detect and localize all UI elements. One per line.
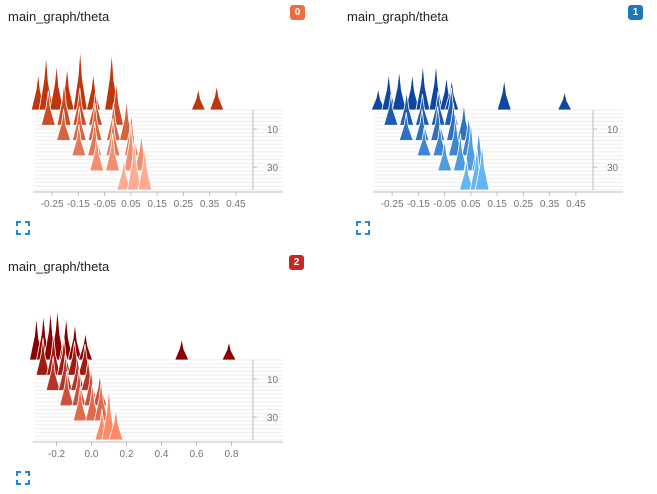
histogram-peak xyxy=(391,69,407,111)
x-tick-label: -0.05 xyxy=(93,199,116,210)
histogram-chart: -0.25 -0.15 -0.05 0.05 0.15 0.25 0.35 0.45 10 30 xyxy=(370,63,623,210)
histogram-peak xyxy=(474,143,490,191)
histogram-peak xyxy=(137,146,153,191)
run-badge: 2 xyxy=(289,255,304,270)
histogram-peak xyxy=(71,124,87,157)
histogram-card-1: main_graph/theta 1 -0.25 -0.15 -0.05 0.05 0.… xyxy=(340,0,650,245)
histogram-peak xyxy=(383,93,399,126)
x-tick-label: 0.35 xyxy=(540,199,560,210)
histogram-peak xyxy=(108,408,124,441)
histogram-peak xyxy=(71,105,87,141)
x-tick-label: 0.8 xyxy=(225,449,239,460)
histogram-peak xyxy=(437,139,453,172)
x-tick-label: -0.25 xyxy=(381,199,404,210)
fullscreen-icon[interactable] xyxy=(16,471,30,485)
step-tick-label: 30 xyxy=(607,163,619,174)
x-tick-label: 0.4 xyxy=(155,449,169,460)
histogram-peak xyxy=(72,386,88,422)
histogram-peak xyxy=(87,102,103,141)
histogram-card-0: main_graph/theta 0 -0.25 -0.15 -0.05 0.05 0.… xyxy=(0,0,310,245)
histogram-peak xyxy=(72,47,88,111)
histogram-peak xyxy=(428,63,444,111)
histogram-peak xyxy=(56,81,72,126)
histogram-peak xyxy=(496,78,512,111)
x-tick-label: -0.25 xyxy=(41,199,64,210)
card-title: main_graph/theta xyxy=(8,9,110,24)
step-tick-label: 10 xyxy=(607,125,619,136)
histogram-peak xyxy=(398,112,414,141)
histogram-peak xyxy=(174,337,190,361)
x-tick-label: 0.45 xyxy=(226,199,246,210)
histogram-peak xyxy=(399,90,415,126)
run-badge: 0 xyxy=(290,5,305,20)
card-title: main_graph/theta xyxy=(347,9,449,24)
histogram-peak xyxy=(72,87,88,126)
histogram-peak xyxy=(416,127,432,157)
histogram-peak xyxy=(221,341,237,361)
step-tick-label: 10 xyxy=(267,375,279,386)
histogram-peak xyxy=(45,355,61,391)
histogram-slice xyxy=(94,386,124,441)
fullscreen-icon[interactable] xyxy=(16,221,30,235)
histogram-peak xyxy=(59,371,75,407)
x-tick-label: 0.15 xyxy=(147,199,167,210)
histogram-slice xyxy=(56,99,134,141)
x-tick-label: 0.05 xyxy=(461,199,481,210)
x-tick-label: 0.2 xyxy=(120,449,134,460)
histogram-peak xyxy=(40,90,56,126)
histogram-peak xyxy=(209,84,225,111)
histogram-slice xyxy=(72,380,109,422)
x-tick-label: 0.25 xyxy=(514,199,534,210)
run-badge: 1 xyxy=(628,5,643,20)
histogram-peak xyxy=(415,63,431,111)
step-tick-label: 10 xyxy=(267,125,279,136)
x-tick-label: -0.2 xyxy=(48,449,66,460)
step-tick-label: 30 xyxy=(267,163,279,174)
histogram-peak xyxy=(89,136,105,172)
histogram-peak xyxy=(414,109,430,141)
x-tick-label: 0.15 xyxy=(487,199,507,210)
histogram-slice xyxy=(459,143,490,191)
histogram-chart: -0.2 0.0 0.2 0.4 0.6 0.8 10 30 xyxy=(29,306,283,460)
x-tick-label: -0.15 xyxy=(407,199,430,210)
histogram-peak xyxy=(56,109,71,141)
histogram-peak xyxy=(57,352,73,391)
histogram-slice xyxy=(116,136,153,191)
x-tick-label: 0.0 xyxy=(85,449,99,460)
histogram-peak xyxy=(557,91,573,111)
x-tick-label: 0.25 xyxy=(174,199,194,210)
histogram-card-2: main_graph/theta 2 -0.2 0.0 0.2 0.4 0.6 0.8 10… xyxy=(0,250,310,494)
histogram-peak xyxy=(105,133,120,172)
histogram-peak xyxy=(190,87,206,111)
fullscreen-icon[interactable] xyxy=(356,221,370,235)
x-tick-label: 0.6 xyxy=(190,449,204,460)
step-tick-label: 30 xyxy=(267,413,279,424)
histogram-chart: -0.25 -0.15 -0.05 0.05 0.15 0.25 0.35 0.45 10 30 xyxy=(30,47,283,210)
x-tick-label: -0.15 xyxy=(67,199,90,210)
histogram-slice xyxy=(370,63,573,111)
histogram-peak xyxy=(415,93,430,126)
histogram-slice xyxy=(30,47,225,111)
histogram-slice xyxy=(29,306,237,361)
step-gridlines xyxy=(35,109,283,191)
x-tick-label: 0.35 xyxy=(200,199,220,210)
histogram-slice xyxy=(35,334,93,376)
x-tick-label: -0.05 xyxy=(433,199,456,210)
histogram-peak xyxy=(71,368,87,407)
x-tick-label: 0.45 xyxy=(566,199,586,210)
card-title: main_graph/theta xyxy=(8,259,110,274)
x-tick-label: 0.05 xyxy=(121,199,141,210)
